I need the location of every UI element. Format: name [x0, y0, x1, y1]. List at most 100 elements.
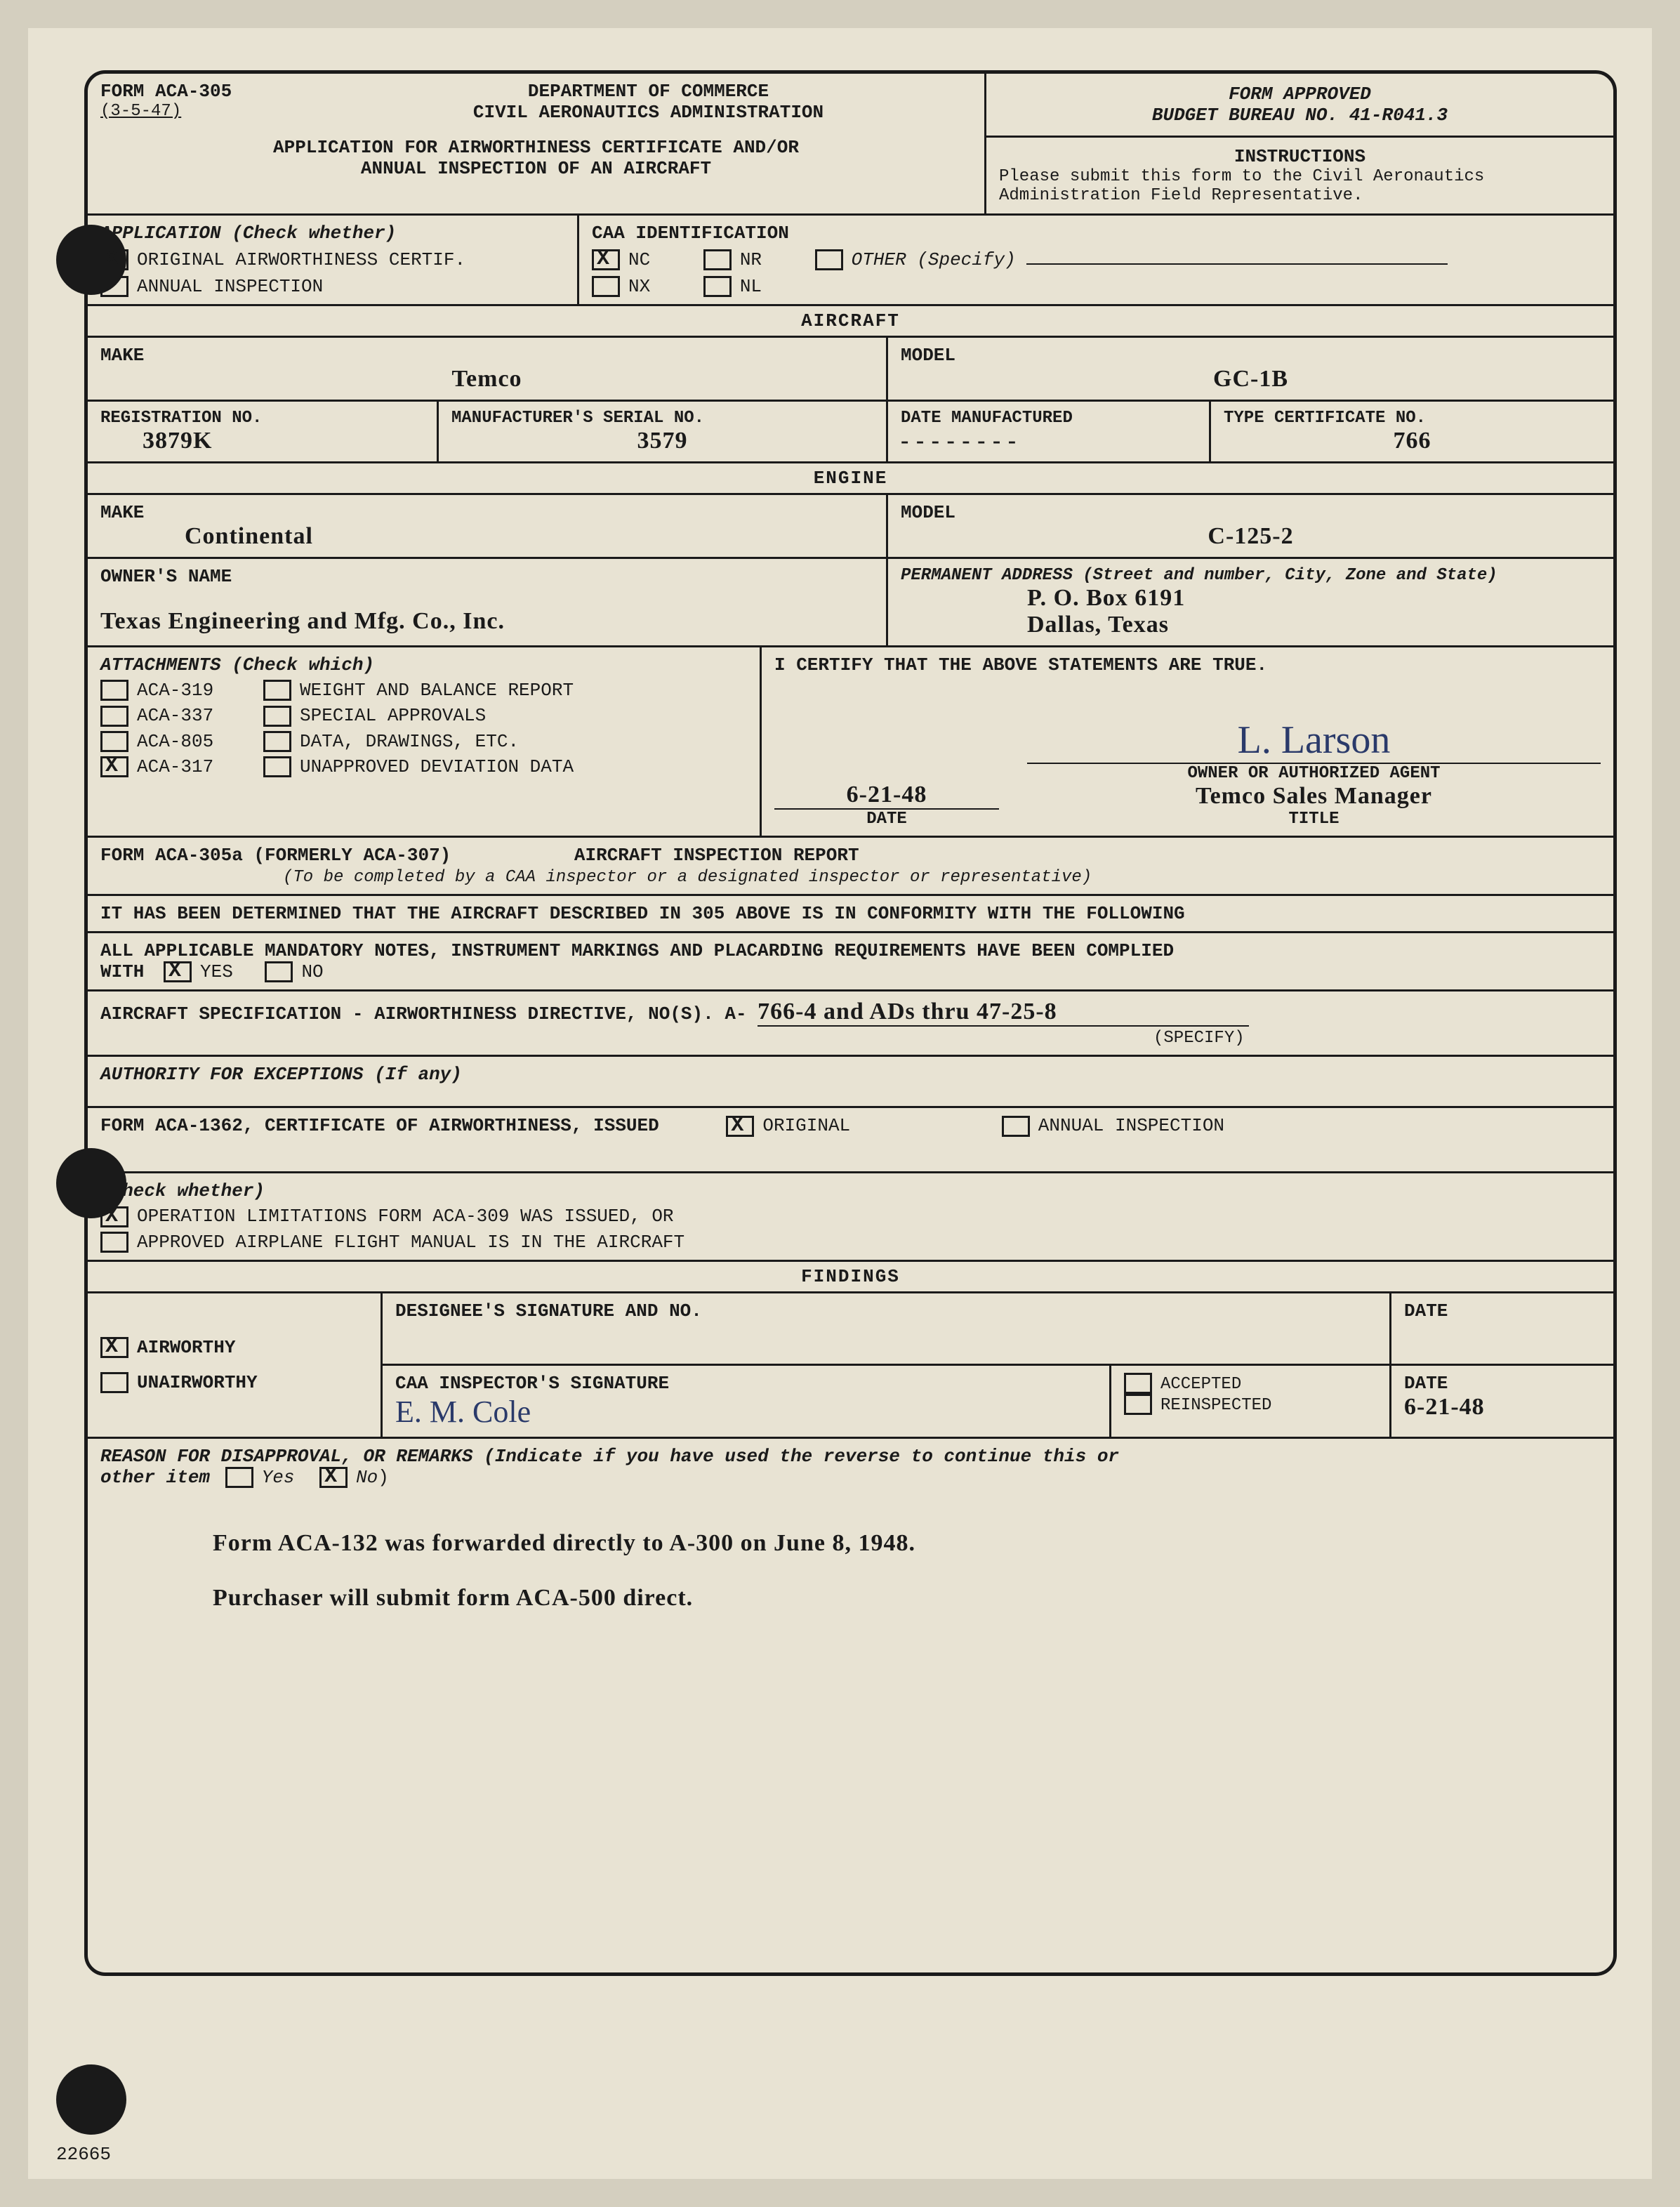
aca319: ACA-319	[137, 680, 263, 701]
checkbox-nr[interactable]	[703, 249, 732, 270]
checkbox-accepted[interactable]	[1124, 1373, 1152, 1394]
form-container: FORM ACA-305 (3-5-47) DEPARTMENT OF COMM…	[84, 70, 1617, 1976]
engine-make-value: Continental	[100, 523, 873, 550]
designee-sig-label: DESIGNEE'S SIGNATURE AND NO.	[383, 1293, 1389, 1364]
checkbox-complied-yes[interactable]	[164, 961, 192, 982]
special-approvals: SPECIAL APPROVALS	[300, 705, 486, 726]
form-title-2: ANNUAL INSPECTION OF AN AIRCRAFT	[100, 158, 972, 179]
aca805: ACA-805	[137, 731, 263, 752]
type-cert-label: TYPE CERTIFICATE NO.	[1224, 409, 1601, 428]
engine-model-label: MODEL	[901, 502, 1601, 523]
findings-date-value: 6-21-48	[1404, 1394, 1601, 1421]
checkbox-complied-no[interactable]	[265, 961, 293, 982]
other-specify-line[interactable]	[1026, 263, 1448, 265]
aca317: ACA-317	[137, 756, 263, 777]
form-approved-2: BUDGET BUREAU NO. 41-R041.3	[996, 105, 1603, 126]
remarks-label-2: other item	[100, 1467, 210, 1488]
no-label: NO	[301, 961, 323, 982]
punch-hole	[56, 2064, 126, 2135]
remarks-body-1: Form ACA-132 was forwarded directly to A…	[213, 1530, 1601, 1557]
cert-issued-label: FORM ACA-1362, CERTIFICATE OF AIRWORTHIN…	[100, 1115, 659, 1136]
authority-exceptions: AUTHORITY FOR EXCEPTIONS (If any)	[88, 1057, 1613, 1106]
opt-original: ORIGINAL AIRWORTHINESS CERTIF.	[137, 249, 465, 270]
type-cert-value: 766	[1224, 428, 1601, 454]
margin-number: 22665	[56, 2144, 111, 2165]
other-label: OTHER (Specify)	[852, 249, 1016, 270]
application-row: APPLICATION (Check whether) ORIGINAL AIR…	[88, 216, 1613, 306]
checkbox-original[interactable]	[100, 249, 128, 270]
model-label: MODEL	[901, 345, 1601, 366]
annual-label: ANNUAL INSPECTION	[1038, 1115, 1224, 1136]
instructions-heading: INSTRUCTIONS	[999, 146, 1601, 167]
paren-close: )	[378, 1467, 389, 1488]
agent-label: OWNER OR AUTHORIZED AGENT	[1027, 764, 1601, 783]
nl-label: NL	[740, 276, 762, 297]
checkbox-aca319[interactable]	[100, 680, 128, 701]
caa-sig-value: E. M. Cole	[395, 1394, 1097, 1430]
checkbox-data[interactable]	[263, 731, 291, 752]
data-drawings: DATA, DRAWINGS, ETC.	[300, 731, 519, 752]
application-label: APPLICATION (Check whether)	[100, 223, 564, 244]
serial-label: MANUFACTURER'S SERIAL NO.	[451, 409, 873, 428]
unapproved-dev: UNAPPROVED DEVIATION DATA	[300, 756, 574, 777]
report-form-no: FORM ACA-305a (FORMERLY ACA-307)	[100, 845, 451, 866]
spec-label: AIRCRAFT SPECIFICATION - AIRWORTHINESS D…	[100, 1003, 747, 1025]
owner-addr-1: P. O. Box 6191	[901, 585, 1601, 612]
engine-model-value: C-125-2	[901, 523, 1601, 550]
checkbox-other[interactable]	[815, 249, 843, 270]
flight-manual-label: APPROVED AIRPLANE FLIGHT MANUAL IS IN TH…	[137, 1232, 684, 1253]
checkbox-issued-annual[interactable]	[1002, 1116, 1030, 1137]
caa-sig-label: CAA INSPECTOR'S SIGNATURE	[395, 1373, 1097, 1394]
checkbox-flight-manual[interactable]	[100, 1232, 128, 1253]
certify-date-value: 6-21-48	[774, 782, 999, 810]
owner-addr-label: PERMANENT ADDRESS (Street and number, Ci…	[901, 566, 1601, 585]
remarks-body-2: Purchaser will submit form ACA-500 direc…	[213, 1585, 1601, 1612]
model-value: GC-1B	[901, 366, 1601, 393]
specify-label: (SPECIFY)	[1153, 1029, 1245, 1048]
form-date: (3-5-47)	[100, 102, 325, 121]
checkbox-aca337[interactable]	[100, 706, 128, 727]
nx-label: NX	[628, 276, 650, 297]
checkbox-unairworthy[interactable]	[100, 1372, 128, 1393]
checkbox-annual[interactable]	[100, 276, 128, 297]
complied-with: WITH	[100, 961, 144, 982]
aircraft-section: AIRCRAFT	[88, 306, 1613, 336]
make-label: MAKE	[100, 345, 873, 366]
check-whether-label: (Check whether)	[100, 1180, 1601, 1201]
checkbox-airworthy[interactable]	[100, 1337, 128, 1358]
op-limits-label: OPERATION LIMITATIONS FORM ACA-309 WAS I…	[137, 1206, 674, 1227]
dept-line2: CIVIL AERONAUTICS ADMINISTRATION	[325, 102, 972, 123]
checkbox-weight[interactable]	[263, 680, 291, 701]
findings-section: FINDINGS	[88, 1262, 1613, 1291]
date-mfg-label: DATE MANUFACTURED	[901, 409, 1196, 428]
checkbox-special[interactable]	[263, 706, 291, 727]
reg-label: REGISTRATION NO.	[100, 409, 424, 428]
checkbox-reinspected[interactable]	[1124, 1394, 1152, 1415]
spec-value: 766-4 and ADs thru 47-25-8	[758, 999, 1249, 1027]
nr-label: NR	[740, 249, 762, 270]
aca337: ACA-337	[137, 705, 263, 726]
yes-label: YES	[200, 961, 233, 982]
serial-value: 3579	[451, 428, 873, 454]
checkbox-nx[interactable]	[592, 276, 620, 297]
checkbox-aca805[interactable]	[100, 731, 128, 752]
conformity-line: IT HAS BEEN DETERMINED THAT THE AIRCRAFT…	[88, 896, 1613, 931]
reverse-no: No	[356, 1467, 378, 1488]
checkbox-aca317[interactable]	[100, 756, 128, 777]
checkbox-unapproved[interactable]	[263, 756, 291, 777]
opt-annual: ANNUAL INSPECTION	[137, 276, 323, 297]
checkbox-nc[interactable]	[592, 249, 620, 270]
checkbox-reverse-yes[interactable]	[225, 1467, 253, 1488]
caa-id-label: CAA IDENTIFICATION	[592, 223, 1601, 244]
certify-label: I CERTIFY THAT THE ABOVE STATEMENTS ARE …	[774, 654, 1601, 676]
designee-date-label: DATE	[1389, 1293, 1613, 1364]
airworthy-label: AIRWORTHY	[137, 1337, 235, 1358]
owner-addr-2: Dallas, Texas	[901, 612, 1601, 638]
checkbox-op-limits[interactable]	[100, 1206, 128, 1227]
form-title-1: APPLICATION FOR AIRWORTHINESS CERTIFICAT…	[100, 137, 972, 158]
checkbox-reverse-no[interactable]	[319, 1467, 348, 1488]
accepted-label: ACCEPTED	[1160, 1375, 1241, 1394]
owner-name-label: OWNER'S NAME	[100, 566, 873, 587]
checkbox-nl[interactable]	[703, 276, 732, 297]
checkbox-issued-original[interactable]	[726, 1116, 754, 1137]
